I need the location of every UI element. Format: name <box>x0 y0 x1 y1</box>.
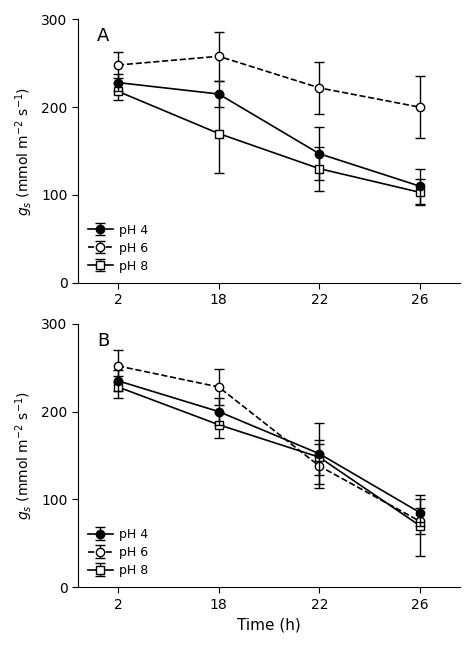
Text: A: A <box>97 27 109 45</box>
Legend: pH 4, pH 6, pH 8: pH 4, pH 6, pH 8 <box>84 220 152 276</box>
Y-axis label: $g_s$ (mmol m$^{-2}$ s$^{-1}$): $g_s$ (mmol m$^{-2}$ s$^{-1}$) <box>14 391 36 520</box>
Text: B: B <box>97 331 109 349</box>
Legend: pH 4, pH 6, pH 8: pH 4, pH 6, pH 8 <box>84 525 152 581</box>
X-axis label: Time (h): Time (h) <box>237 617 301 632</box>
Y-axis label: $g_s$ (mmol m$^{-2}$ s$^{-1}$): $g_s$ (mmol m$^{-2}$ s$^{-1}$) <box>14 87 36 216</box>
